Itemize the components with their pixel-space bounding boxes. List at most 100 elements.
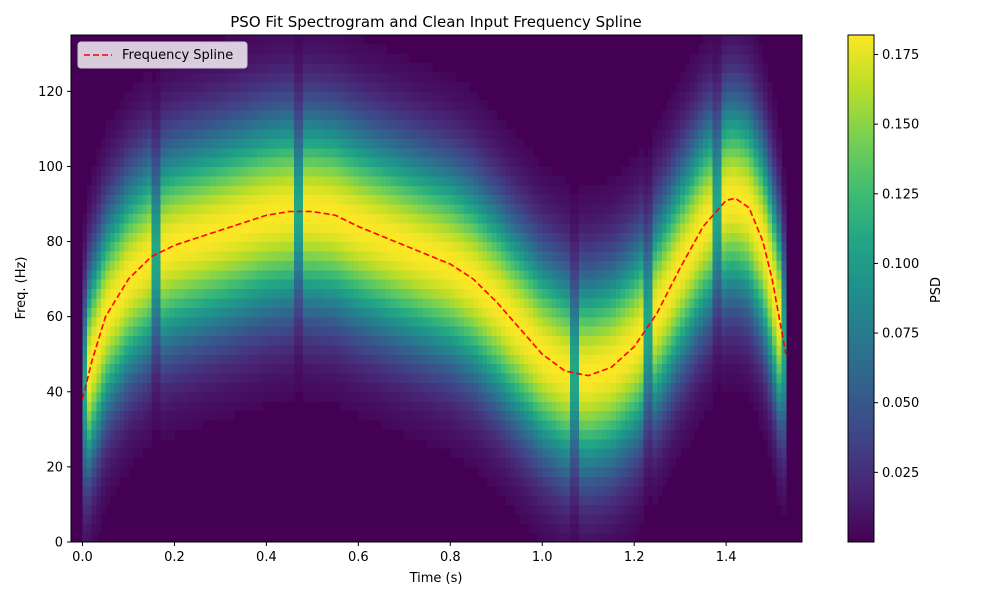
heatmap-cell xyxy=(358,166,364,177)
heatmap-cell xyxy=(261,382,267,393)
heatmap-cell xyxy=(629,204,635,214)
heatmap-cell xyxy=(523,288,530,299)
heatmap-cell xyxy=(114,448,120,459)
heatmap-cell xyxy=(358,91,364,102)
heatmap-cell xyxy=(487,419,493,430)
heatmap-cell xyxy=(133,241,139,252)
heatmap-cell xyxy=(238,335,245,346)
heatmap-cell xyxy=(523,344,530,355)
heatmap-cell xyxy=(638,401,644,412)
heatmap-cell xyxy=(137,448,143,459)
heatmap-cell xyxy=(445,429,451,440)
heatmap-cell xyxy=(634,523,640,534)
heatmap-cell xyxy=(146,429,153,440)
heatmap-cell xyxy=(128,204,134,214)
heatmap-cell xyxy=(353,241,359,252)
heatmap-cell xyxy=(647,175,654,186)
heatmap-cell xyxy=(436,119,442,130)
heatmap-cell xyxy=(427,269,433,280)
heatmap-cell xyxy=(629,185,635,196)
heatmap-cell xyxy=(303,307,309,318)
heatmap-cell xyxy=(289,260,295,271)
heatmap-cell xyxy=(192,119,199,130)
heatmap-cell xyxy=(381,363,387,374)
heatmap-cell xyxy=(183,72,189,83)
heatmap-cell xyxy=(574,279,580,290)
heatmap-cell xyxy=(454,401,461,412)
heatmap-cell xyxy=(436,419,442,430)
heatmap-cell xyxy=(399,232,405,243)
heatmap-cell xyxy=(657,269,663,280)
heatmap-cell xyxy=(123,288,130,299)
heatmap-cell xyxy=(556,438,562,449)
heatmap-cell xyxy=(114,297,120,308)
heatmap-cell xyxy=(202,222,208,233)
heatmap-cell xyxy=(491,250,497,261)
heatmap-cell xyxy=(137,194,143,205)
heatmap-cell xyxy=(142,166,148,177)
heatmap-cell xyxy=(546,513,553,524)
heatmap-cell xyxy=(450,307,456,318)
heatmap-cell xyxy=(514,495,520,506)
heatmap-cell xyxy=(625,250,631,261)
heatmap-cell xyxy=(91,222,97,233)
heatmap-cell xyxy=(307,166,313,177)
heatmap-cell xyxy=(606,175,612,186)
heatmap-cell xyxy=(413,410,419,421)
heatmap-cell xyxy=(606,250,612,261)
heatmap-cell xyxy=(165,344,171,355)
heatmap-cell xyxy=(643,204,649,214)
heatmap-cell xyxy=(362,222,369,233)
heatmap-cell xyxy=(491,157,497,168)
heatmap-cell xyxy=(514,194,520,205)
heatmap-cell xyxy=(551,391,557,402)
heatmap-cell xyxy=(220,363,226,374)
heatmap-cell xyxy=(312,326,318,337)
heatmap-cell xyxy=(197,157,203,168)
heatmap-cell xyxy=(344,185,350,196)
heatmap-cell xyxy=(252,72,258,83)
heatmap-cell xyxy=(123,250,130,261)
heatmap-cell xyxy=(372,204,378,214)
heatmap-cell xyxy=(362,335,369,346)
heatmap-cell xyxy=(569,485,576,496)
heatmap-cell xyxy=(183,307,189,318)
heatmap-cell xyxy=(523,269,530,280)
heatmap-cell xyxy=(454,363,461,374)
heatmap-cell xyxy=(413,138,419,149)
heatmap-cell xyxy=(225,185,231,196)
heatmap-cell xyxy=(473,354,479,365)
heatmap-cell xyxy=(330,297,336,308)
heatmap-cell xyxy=(137,288,143,299)
heatmap-cell xyxy=(606,194,612,205)
heatmap-cell xyxy=(565,297,571,308)
heatmap-cell xyxy=(381,72,387,83)
heatmap-cell xyxy=(151,382,157,393)
heatmap-cell xyxy=(261,222,267,233)
heatmap-cell xyxy=(123,410,130,421)
heatmap-cell xyxy=(606,504,612,515)
heatmap-cell xyxy=(583,485,589,496)
heatmap-cell xyxy=(404,213,410,224)
heatmap-cell xyxy=(487,448,493,459)
heatmap-cell xyxy=(399,326,405,337)
heatmap-cell xyxy=(234,128,240,139)
heatmap-cell xyxy=(496,175,502,186)
heatmap-cell xyxy=(156,307,162,318)
heatmap-cell xyxy=(91,297,97,308)
heatmap-cell xyxy=(270,241,277,252)
heatmap-cell xyxy=(202,81,208,92)
heatmap-cell xyxy=(303,241,309,252)
heatmap-cell xyxy=(123,354,130,365)
heatmap-cell xyxy=(385,260,392,271)
heatmap-cell xyxy=(192,166,199,177)
heatmap-cell xyxy=(358,44,364,55)
heatmap-cell xyxy=(179,110,185,121)
heatmap-cell xyxy=(312,307,318,318)
heatmap-cell xyxy=(234,401,240,412)
heatmap-cell xyxy=(174,269,180,280)
heatmap-cell xyxy=(156,232,162,243)
heatmap-cell xyxy=(597,373,603,383)
heatmap-cell xyxy=(514,466,520,477)
heatmap-cell xyxy=(510,344,516,355)
